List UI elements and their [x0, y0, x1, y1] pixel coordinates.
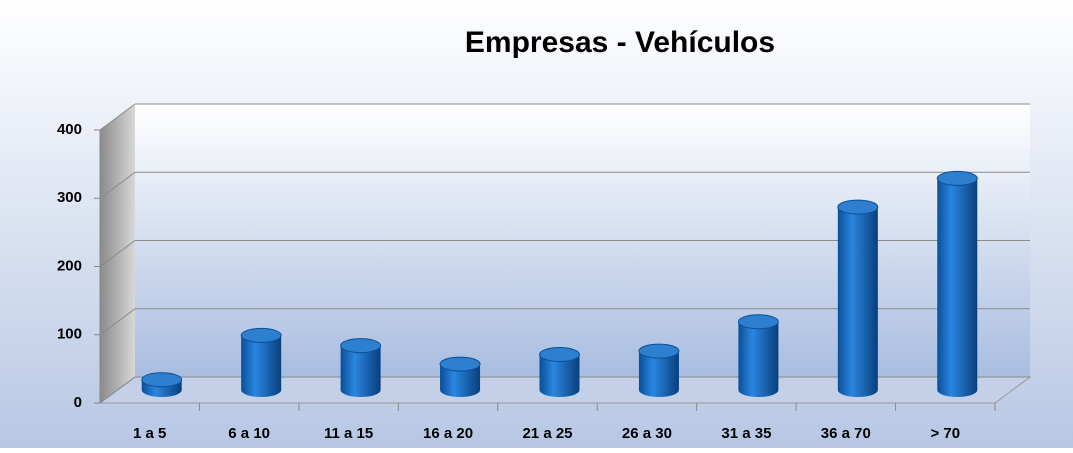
bar: [539, 347, 580, 397]
y-tick-label: 100: [57, 326, 82, 343]
y-tick-label: 0: [74, 394, 82, 411]
bar-body: [340, 345, 381, 397]
bar-top: [439, 356, 481, 372]
bar: [141, 372, 183, 397]
bar: [737, 314, 779, 397]
bar-body: [539, 354, 580, 397]
bar-body: [837, 207, 878, 397]
y-tick-label: 200: [57, 257, 82, 274]
bar: [837, 199, 879, 397]
bar: [340, 338, 382, 397]
bar-body: [738, 321, 779, 397]
x-tick-label: 16 a 20: [423, 425, 473, 442]
bar: [638, 343, 680, 397]
grid-line: [99, 103, 136, 131]
bar: [240, 327, 282, 397]
x-tick-label: 21 a 25: [522, 425, 572, 442]
x-tick-label: 1 a 5: [133, 425, 166, 442]
x-tick-label: 31 a 35: [721, 425, 771, 442]
bar-top: [141, 372, 183, 388]
bar-top: [340, 338, 382, 354]
x-tick-label: 36 a 70: [821, 425, 871, 442]
y-tick-label: 400: [57, 121, 82, 138]
bar-body: [937, 178, 978, 397]
grid-line: [99, 308, 136, 336]
bar: [936, 170, 978, 397]
chart-title: Empresas - Vehículos: [465, 26, 775, 59]
bar-body: [638, 351, 679, 397]
bar-top: [936, 170, 978, 186]
bar-top: [737, 314, 779, 330]
bar-body: [440, 364, 481, 397]
grid-line: [99, 376, 136, 404]
y-tick-label: 300: [57, 189, 82, 206]
bar-body: [241, 335, 282, 397]
x-tick-label: > 70: [930, 425, 960, 442]
bar-top: [539, 347, 580, 363]
bar-top: [240, 327, 282, 343]
x-tick-label: 26 a 30: [622, 425, 672, 442]
bar-top: [837, 199, 879, 215]
grid-line: [99, 171, 136, 199]
x-tick-label: 6 a 10: [228, 425, 270, 442]
bar: [439, 356, 481, 397]
grid-line: [99, 240, 136, 267]
bar-top: [638, 343, 680, 359]
x-tick-label: 11 a 15: [324, 425, 373, 442]
